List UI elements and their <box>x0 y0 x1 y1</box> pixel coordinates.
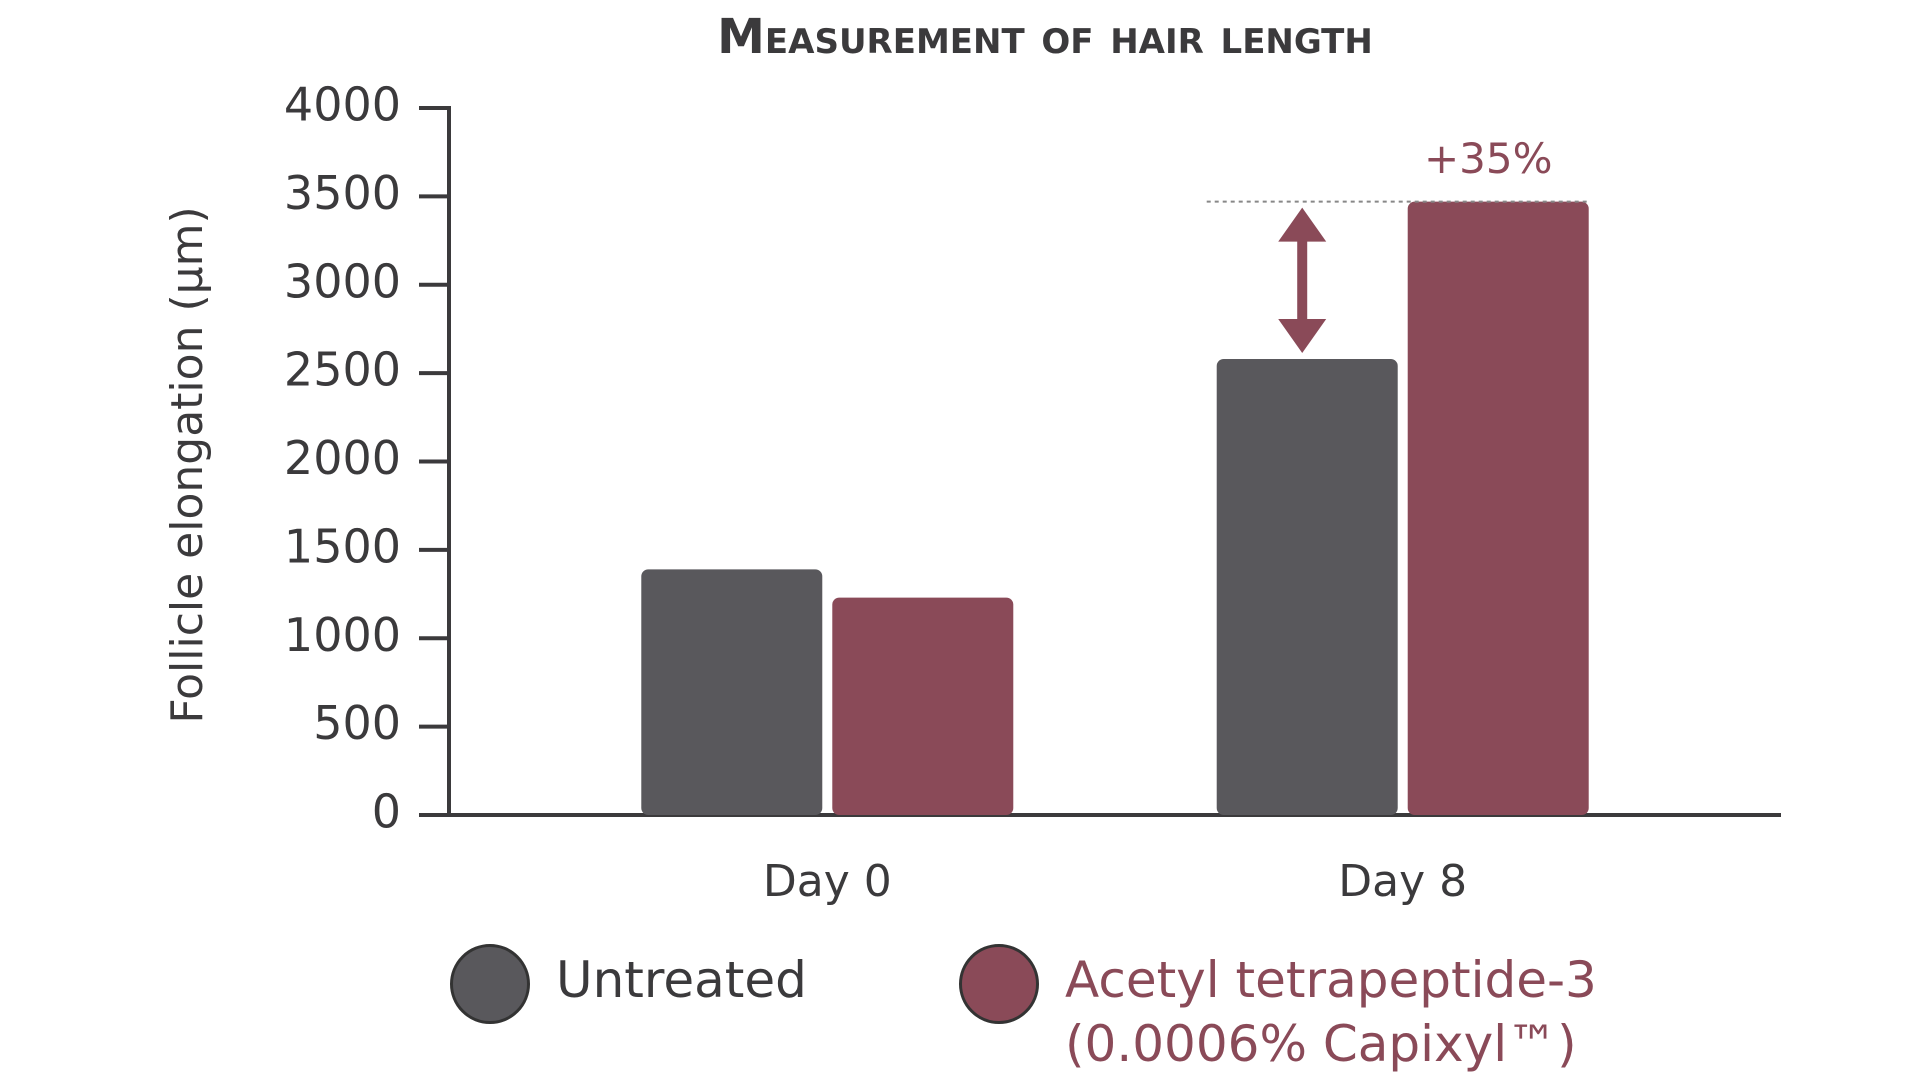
y-tick-label: 1500 <box>284 519 401 573</box>
y-tick-label: 500 <box>313 696 401 750</box>
legend-item: Acetyl tetrapeptide-3 (0.0006% Capixyl™) <box>959 944 1685 1076</box>
legend-item: Untreated <box>450 944 807 1024</box>
legend-swatch <box>450 944 530 1024</box>
legend-label: Acetyl tetrapeptide-3 (0.0006% Capixyl™) <box>1065 951 1597 1073</box>
chart-title: Measurement of hair length <box>717 9 1373 65</box>
y-tick-label: 2500 <box>284 343 401 397</box>
legend-swatch <box>959 944 1039 1024</box>
y-axis-label: Follicle elongation (µm) <box>162 206 213 723</box>
y-tick-label: 1000 <box>284 608 401 662</box>
bar <box>832 597 1014 815</box>
legend-label: Untreated <box>556 951 807 1009</box>
y-tick-label: 3500 <box>284 166 401 220</box>
bar <box>641 569 823 815</box>
x-tick-label: Day 0 <box>763 856 892 907</box>
annotation: +35% <box>1424 134 1553 183</box>
y-tick-label: 3000 <box>284 254 401 308</box>
y-tick-label: 0 <box>372 785 401 839</box>
x-tick-label: Day 8 <box>1338 856 1467 907</box>
arrow-head <box>1278 207 1327 242</box>
bar <box>1216 358 1398 815</box>
y-tick-label: 4000 <box>284 78 401 132</box>
bar <box>1407 201 1589 816</box>
y-tick-label: 2000 <box>284 431 401 485</box>
arrow-head <box>1278 318 1327 353</box>
